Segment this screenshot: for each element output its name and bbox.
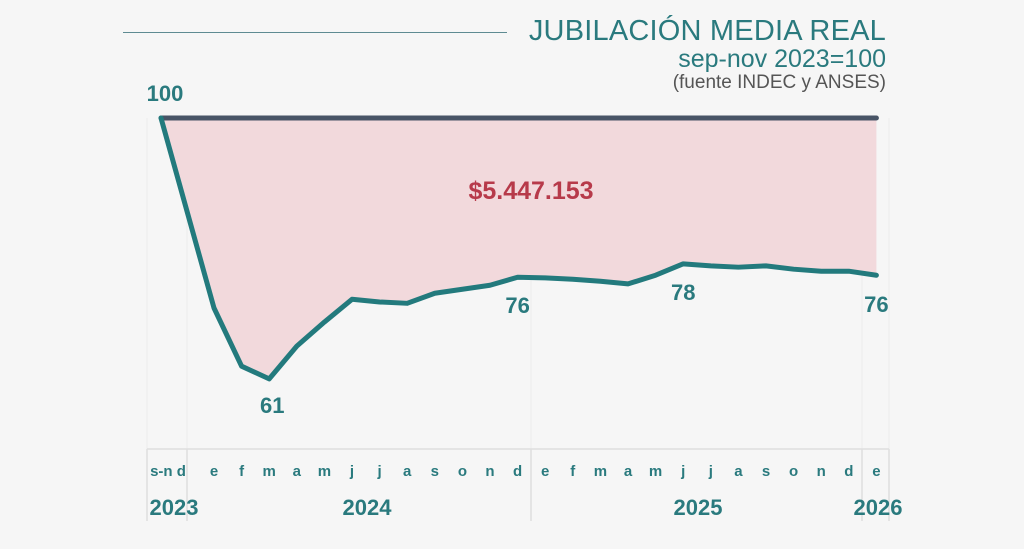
point-label: 61 — [260, 393, 284, 418]
point-label: 78 — [671, 280, 695, 305]
x-tick-label: m — [594, 463, 607, 480]
x-tick-label: j — [680, 463, 685, 480]
x-tick-label: d — [844, 463, 853, 480]
x-tick-label: s — [431, 463, 439, 480]
x-tick-label: m — [318, 463, 331, 480]
x-tick-label: j — [377, 463, 382, 480]
x-tick-label: n — [817, 463, 826, 480]
x-tick-label: s-n d — [150, 463, 186, 480]
point-label: 100 — [147, 81, 184, 106]
x-tick-label: n — [485, 463, 494, 480]
chart-source: (fuente INDEC y ANSES) — [672, 72, 886, 93]
x-tick-label: m — [263, 463, 276, 480]
point-labels: 100 61 76 78 76 — [147, 81, 889, 418]
x-tick-label: m — [649, 463, 662, 480]
x-tick-label: e — [872, 463, 880, 480]
x-tick-label: a — [624, 463, 633, 480]
year-label: 2025 — [674, 495, 723, 520]
chart-header: JUBILACIÓN MEDIA REAL sep-nov 2023=100 (… — [529, 16, 886, 94]
point-label: 76 — [864, 292, 888, 317]
x-tick-label: a — [734, 463, 743, 480]
x-tick-label: a — [403, 463, 412, 480]
x-tick-label: f — [239, 463, 245, 480]
year-label: 2026 — [854, 495, 903, 520]
year-label: 2024 — [343, 495, 393, 520]
x-tick-label: s — [762, 463, 770, 480]
x-tick-label: j — [349, 463, 354, 480]
x-tick-label: e — [210, 463, 218, 480]
title-rule — [123, 32, 507, 33]
series-line — [158, 115, 879, 382]
x-tick-label: d — [513, 463, 522, 480]
chart-subtitle: sep-nov 2023=100 — [678, 45, 886, 73]
x-tick-label: e — [541, 463, 549, 480]
x-tick-label: o — [458, 463, 467, 480]
x-tick-label: a — [293, 463, 302, 480]
x-tick-label: o — [789, 463, 798, 480]
annotation-amount: $5.447.153 — [468, 177, 593, 205]
x-tick-label: f — [570, 463, 576, 480]
x-tick-label: j — [708, 463, 713, 480]
point-label: 76 — [505, 293, 529, 318]
year-label: 2023 — [150, 495, 199, 520]
gap-area — [161, 118, 877, 379]
chart-title: JUBILACIÓN MEDIA REAL — [528, 15, 886, 47]
